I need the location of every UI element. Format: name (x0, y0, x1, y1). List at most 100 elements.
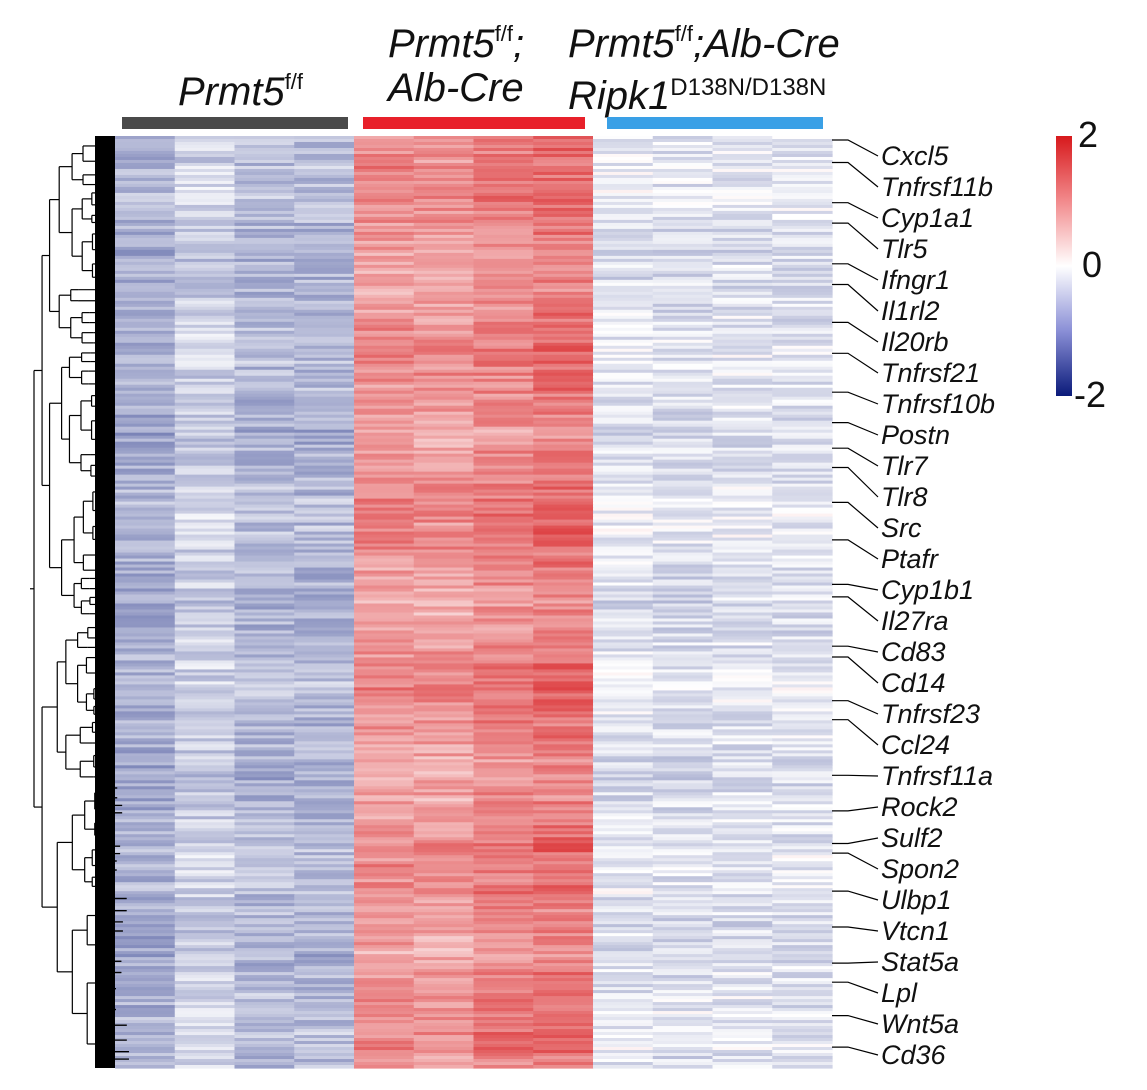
heatmap-cell (593, 912, 654, 916)
heatmap-cell (533, 654, 594, 659)
heatmap-cell (294, 843, 355, 847)
heatmap-cell (593, 1038, 654, 1042)
heatmap-cell (652, 456, 714, 461)
heatmap-cell (533, 180, 594, 185)
heatmap-cell (533, 1053, 594, 1057)
heatmap-cell (533, 369, 594, 374)
heatmap-cell (533, 657, 594, 662)
heatmap-cell (473, 555, 534, 560)
heatmap-cell (115, 486, 176, 491)
heatmap-cell (354, 930, 415, 934)
heatmap-cell (712, 918, 773, 922)
heatmap-cell (413, 423, 475, 428)
gene-label: Il27ra (881, 606, 949, 636)
heatmap-cell (294, 765, 355, 769)
heatmap-cell (772, 684, 833, 689)
heatmap-cell (712, 288, 773, 293)
heatmap-cell (234, 582, 295, 587)
heatmap-cell (473, 951, 534, 955)
heatmap-cell (413, 1065, 475, 1069)
heatmap-cell (115, 507, 176, 512)
heatmap-cell (533, 252, 594, 257)
heatmap-cell (652, 1026, 714, 1030)
heatmap-cell (473, 792, 534, 796)
heatmap-cell (115, 594, 176, 599)
heatmap-cell (354, 555, 415, 560)
heatmap-cell (115, 294, 176, 299)
heatmap-cell (413, 351, 475, 356)
heatmap-cell (354, 960, 415, 964)
heatmap-cell (294, 360, 355, 365)
heatmap-cell (772, 384, 833, 389)
heatmap-cell (413, 831, 475, 835)
heatmap-cell (234, 789, 295, 793)
heatmap-cell (772, 408, 833, 413)
heatmap-cell (473, 651, 534, 656)
heatmap-cell (593, 831, 654, 835)
heatmap-cell (533, 795, 594, 799)
heatmap-cell (533, 732, 594, 736)
heatmap-cell (772, 987, 833, 991)
heatmap-cell (354, 672, 415, 677)
heatmap-cell (234, 891, 295, 895)
heatmap-cell (593, 954, 654, 958)
heatmap-cell (413, 687, 475, 692)
heatmap-cell (354, 858, 415, 862)
heatmap-cell (354, 846, 415, 850)
heatmap-cell (354, 942, 415, 946)
heatmap-cell (115, 396, 176, 401)
heatmap-cell (473, 744, 534, 748)
heatmap-cell (593, 591, 654, 596)
heatmap-cell (413, 882, 475, 886)
heatmap-cell (354, 417, 415, 422)
heatmap-cell (174, 168, 236, 173)
heatmap-cell (294, 672, 355, 677)
heatmap-cell (593, 1029, 654, 1033)
heatmap-cell (772, 561, 833, 566)
heatmap-cell (413, 540, 475, 545)
heatmap-cell (593, 432, 654, 437)
heatmap-cell (652, 279, 714, 284)
heatmap-cell (234, 741, 295, 745)
heatmap-cell (533, 681, 594, 686)
heatmap-cell (772, 609, 833, 614)
heatmap-cell (354, 456, 415, 461)
heatmap-cell (593, 855, 654, 859)
heatmap-cell (712, 369, 773, 374)
heatmap-cell (174, 1056, 236, 1060)
heatmap-cell (712, 549, 773, 554)
heatmap-cell (413, 357, 475, 362)
heatmap-cell (473, 831, 534, 835)
heatmap-cell (593, 309, 654, 314)
heatmap-cell (354, 453, 415, 458)
heatmap-cell (712, 696, 773, 700)
heatmap-cell (712, 192, 773, 197)
heatmap-cell (593, 312, 654, 317)
heatmap-cell (712, 525, 773, 530)
heatmap-cell (354, 819, 415, 823)
heatmap-cell (533, 468, 594, 473)
heatmap-cell (772, 630, 833, 635)
heatmap-cell (593, 618, 654, 623)
heatmap-cell (473, 921, 534, 925)
heatmap-cell (294, 411, 355, 416)
heatmap-cell (354, 717, 415, 721)
heatmap-cell (234, 492, 295, 497)
heatmap-cell (772, 903, 833, 907)
heatmap-cell (772, 945, 833, 949)
heatmap-cell (473, 750, 534, 754)
heatmap-cell (772, 399, 833, 404)
heatmap-cell (234, 303, 295, 308)
heatmap-cell (294, 936, 355, 940)
heatmap-cell (294, 438, 355, 443)
heatmap-cell (294, 951, 355, 955)
heatmap-cell (234, 906, 295, 910)
heatmap-cell (234, 321, 295, 326)
heatmap-cell (115, 402, 176, 407)
heatmap-cell (712, 789, 773, 793)
heatmap-cell (354, 276, 415, 281)
heatmap-cell (294, 384, 355, 389)
heatmap-cell (294, 816, 355, 820)
heatmap-cell (772, 732, 833, 736)
heatmap-cell (294, 174, 355, 179)
